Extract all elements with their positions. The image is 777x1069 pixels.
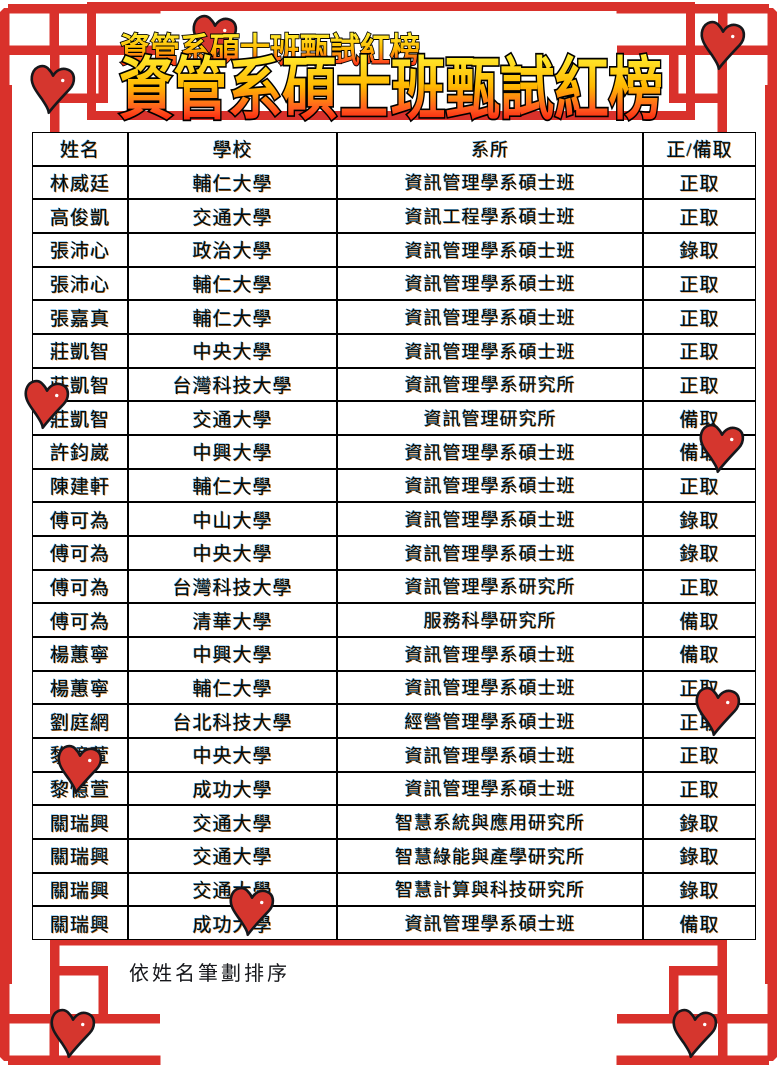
svg-text:資管系碩士班甄試紅榜: 資管系碩士班甄試紅榜 xyxy=(119,52,663,128)
